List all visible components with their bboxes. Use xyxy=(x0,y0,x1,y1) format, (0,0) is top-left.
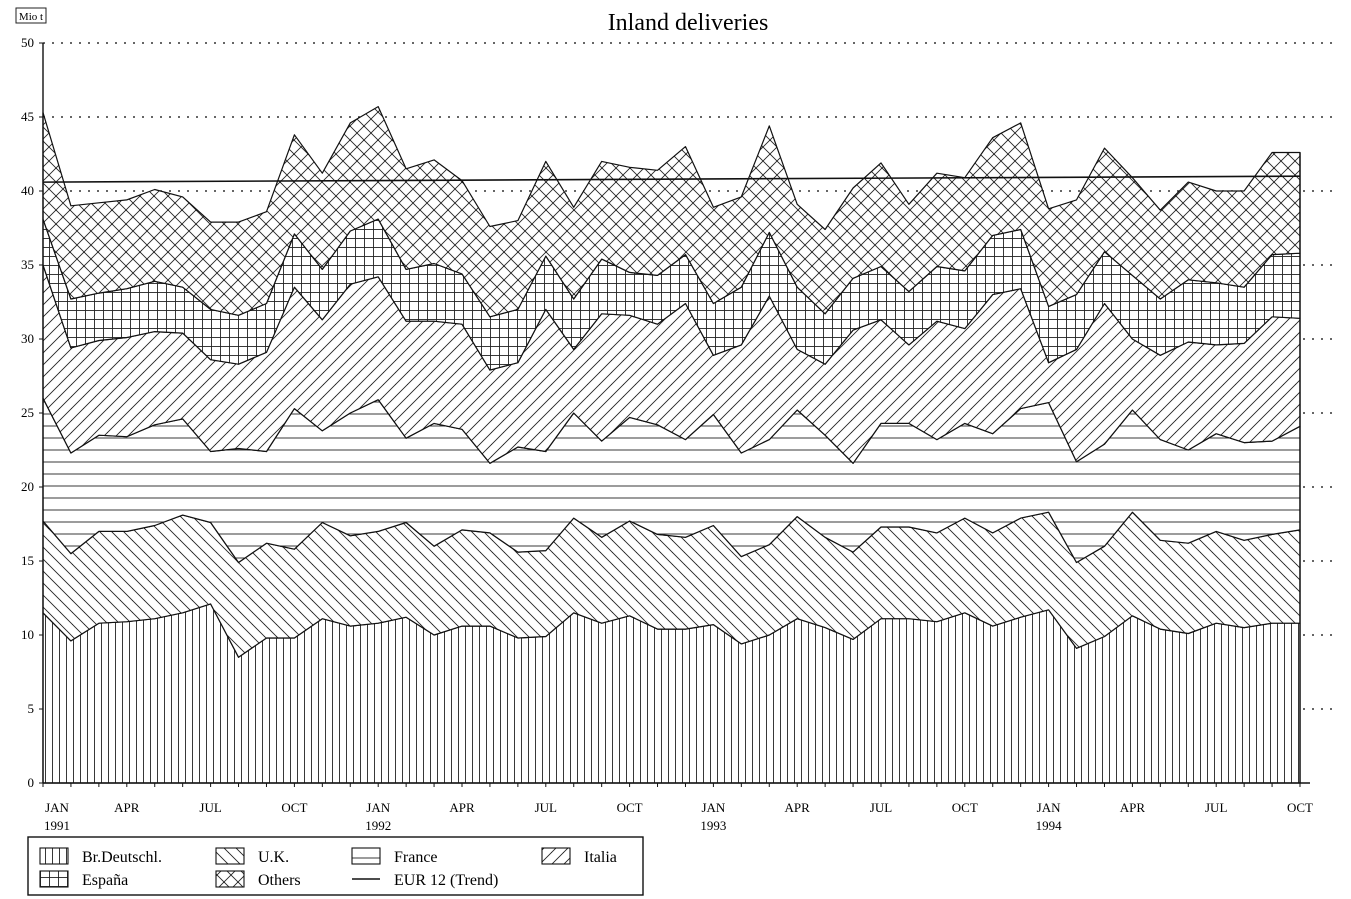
x-tick-label: APR xyxy=(1120,800,1146,815)
x-tick-label: JUL xyxy=(1205,800,1227,815)
legend-box xyxy=(27,836,644,896)
x-tick-label: OCT xyxy=(617,800,643,815)
legend-label: España xyxy=(82,872,128,889)
y-tick-label: 50 xyxy=(21,35,34,50)
x-tick-label: JAN xyxy=(701,800,725,815)
x-tick-year: 1994 xyxy=(1036,818,1063,833)
y-tick-label: 45 xyxy=(21,109,34,124)
x-tick-label: JAN xyxy=(45,800,69,815)
x-tick-label: JUL xyxy=(535,800,557,815)
x-tick-label: JAN xyxy=(1037,800,1061,815)
x-tick-year: 1991 xyxy=(44,818,70,833)
y-tick-label: 5 xyxy=(28,701,35,716)
legend-label: Others xyxy=(258,872,301,889)
y-tick-label: 10 xyxy=(21,627,34,642)
y-tick-label: 20 xyxy=(21,479,34,494)
legend-swatch xyxy=(541,847,571,865)
trend-line-group xyxy=(42,175,1301,183)
legend: Br.Deutschl. U.K. France Italia España Others… xyxy=(27,836,644,896)
legend-swatch xyxy=(39,870,69,888)
area-layers xyxy=(42,106,1301,784)
legend-label: Br.Deutschl. xyxy=(82,849,162,866)
y-tick-label: 25 xyxy=(21,405,34,420)
y-tick-label: 30 xyxy=(21,331,34,346)
y-tick-label: 15 xyxy=(21,553,34,568)
y-tick-label: 40 xyxy=(21,183,34,198)
legend-label: Italia xyxy=(584,849,617,866)
x-tick-label: APR xyxy=(449,800,475,815)
x-tick-year: 1993 xyxy=(700,818,726,833)
x-tick-label: APR xyxy=(785,800,811,815)
legend-label: U.K. xyxy=(258,849,289,866)
x-tick-label: OCT xyxy=(952,800,978,815)
x-tick-label: APR xyxy=(114,800,140,815)
chart-title: Inland deliveries xyxy=(608,10,769,36)
legend-swatch xyxy=(215,870,245,888)
x-tick-label: OCT xyxy=(1287,800,1313,815)
y-tick-label: 35 xyxy=(21,257,34,272)
legend-label: EUR 12 (Trend) xyxy=(394,872,498,889)
x-tick-label: OCT xyxy=(281,800,307,815)
trend-line xyxy=(42,175,1301,183)
legend-swatch xyxy=(351,847,381,865)
x-axis-ticks: JAN 1991 APR JUL OCT JAN 1992 APR JUL OCT JAN 1993 A… xyxy=(42,783,1313,833)
unit-label-text: Mio t xyxy=(19,11,43,23)
x-tick-label: JUL xyxy=(870,800,892,815)
legend-swatch xyxy=(215,847,245,865)
unit-label: Mio t xyxy=(15,7,47,24)
x-tick-year: 1992 xyxy=(365,818,391,833)
legend-label: France xyxy=(394,849,438,866)
x-tick-label: JUL xyxy=(199,800,221,815)
y-tick-label: 0 xyxy=(28,775,35,790)
y-axis-ticks: 0 5 10 15 20 25 30 35 40 45 50 xyxy=(21,35,43,790)
legend-swatch xyxy=(39,847,69,865)
x-tick-label: JAN xyxy=(366,800,390,815)
